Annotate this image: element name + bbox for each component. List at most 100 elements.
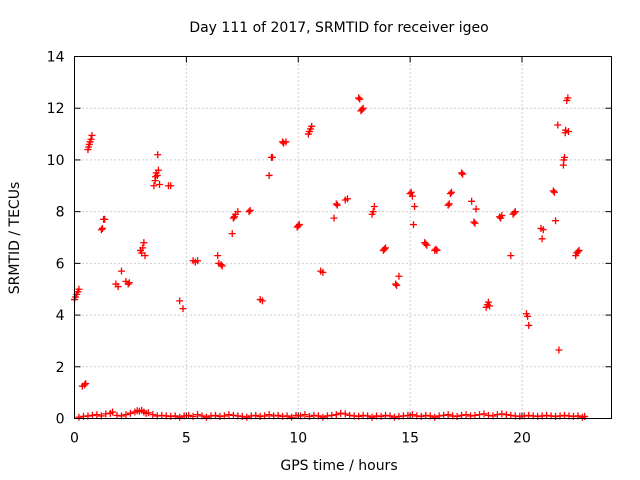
data-point xyxy=(407,188,415,196)
data-point xyxy=(153,171,161,179)
data-point xyxy=(308,122,316,130)
data-point xyxy=(122,411,130,419)
y-tick-label: 14 xyxy=(47,50,65,66)
data-point xyxy=(484,298,492,306)
data-point xyxy=(475,411,483,419)
data-point xyxy=(109,408,117,416)
data-point xyxy=(217,261,225,269)
data-point xyxy=(502,411,510,419)
data-point xyxy=(265,171,273,179)
data-point xyxy=(330,214,338,222)
data-point xyxy=(539,226,547,234)
data-point xyxy=(462,411,470,419)
data-point xyxy=(294,222,302,230)
data-point xyxy=(185,411,193,419)
data-point xyxy=(470,218,478,226)
y-tick-label: 2 xyxy=(56,360,65,376)
data-point xyxy=(141,252,149,260)
data-point xyxy=(565,127,573,135)
data-point xyxy=(422,240,430,248)
x-tick-label: 10 xyxy=(289,431,307,447)
y-axis-title: SRMTID / TECUs xyxy=(7,182,23,295)
data-point xyxy=(445,200,453,208)
data-point xyxy=(393,281,401,289)
data-point xyxy=(511,208,519,216)
data-point xyxy=(203,413,211,421)
data-point xyxy=(149,411,157,419)
data-point xyxy=(214,252,222,260)
data-point xyxy=(282,138,290,146)
data-point xyxy=(225,411,233,419)
data-point xyxy=(458,411,466,419)
data-point xyxy=(234,208,242,216)
data-point xyxy=(144,409,152,417)
data-point xyxy=(395,272,403,280)
y-tick-label: 6 xyxy=(56,256,65,272)
x-tick-label: 0 xyxy=(70,431,79,447)
data-point xyxy=(498,410,506,418)
data-point xyxy=(139,244,147,252)
data-point xyxy=(431,413,439,421)
data-point xyxy=(332,411,340,419)
data-point xyxy=(459,170,467,178)
data-point xyxy=(359,104,367,112)
data-point xyxy=(507,252,515,260)
data-point xyxy=(269,153,277,161)
data-point xyxy=(125,279,133,287)
x-tick-label: 5 xyxy=(182,431,191,447)
data-point xyxy=(176,297,184,305)
data-point xyxy=(471,411,479,419)
data-point xyxy=(319,268,327,276)
data-point xyxy=(446,190,454,198)
labels-layer: 0 2 4 6 8 10 12 14 0 5 10 15 20 xyxy=(47,50,531,447)
data-point xyxy=(258,297,266,305)
data-point xyxy=(154,166,162,174)
data-point xyxy=(88,131,96,139)
data-point xyxy=(524,312,532,320)
data-point xyxy=(343,195,351,203)
data-point xyxy=(167,182,175,190)
ticks-layer xyxy=(74,56,612,419)
data-point xyxy=(380,245,388,253)
data-point xyxy=(117,267,125,275)
data-point xyxy=(75,285,83,293)
data-point xyxy=(265,411,273,419)
data-point xyxy=(368,413,376,421)
data-point xyxy=(194,257,202,265)
data-point xyxy=(480,410,488,418)
data-point xyxy=(493,411,501,419)
data-point xyxy=(564,94,572,102)
data-point xyxy=(554,121,562,129)
data-point xyxy=(550,188,558,196)
data-point xyxy=(88,411,96,419)
data-point xyxy=(440,411,448,419)
points-layer xyxy=(71,94,589,421)
data-point xyxy=(471,219,479,227)
data-point xyxy=(82,380,90,388)
data-point xyxy=(392,280,400,288)
chart-title: Day 111 of 2017, SRMTID for receiver ige… xyxy=(189,20,488,36)
data-point xyxy=(301,411,309,419)
data-point xyxy=(328,411,336,419)
y-tick-label: 12 xyxy=(47,101,65,117)
data-point xyxy=(87,135,95,143)
data-point xyxy=(229,214,237,222)
data-point xyxy=(124,280,132,288)
data-point xyxy=(444,411,452,419)
data-point xyxy=(179,305,187,313)
data-point xyxy=(538,235,546,243)
plot-frame xyxy=(74,56,612,419)
data-point xyxy=(245,208,253,216)
y-tick-label: 0 xyxy=(56,412,65,428)
data-point xyxy=(552,217,560,225)
data-point xyxy=(101,215,109,223)
data-point xyxy=(404,411,412,419)
data-point xyxy=(390,413,398,421)
data-point xyxy=(332,200,340,208)
data-point xyxy=(75,413,83,421)
data-point xyxy=(444,201,452,209)
data-point xyxy=(246,206,254,214)
data-point xyxy=(408,192,416,200)
data-point xyxy=(423,241,431,249)
data-point xyxy=(81,381,89,389)
